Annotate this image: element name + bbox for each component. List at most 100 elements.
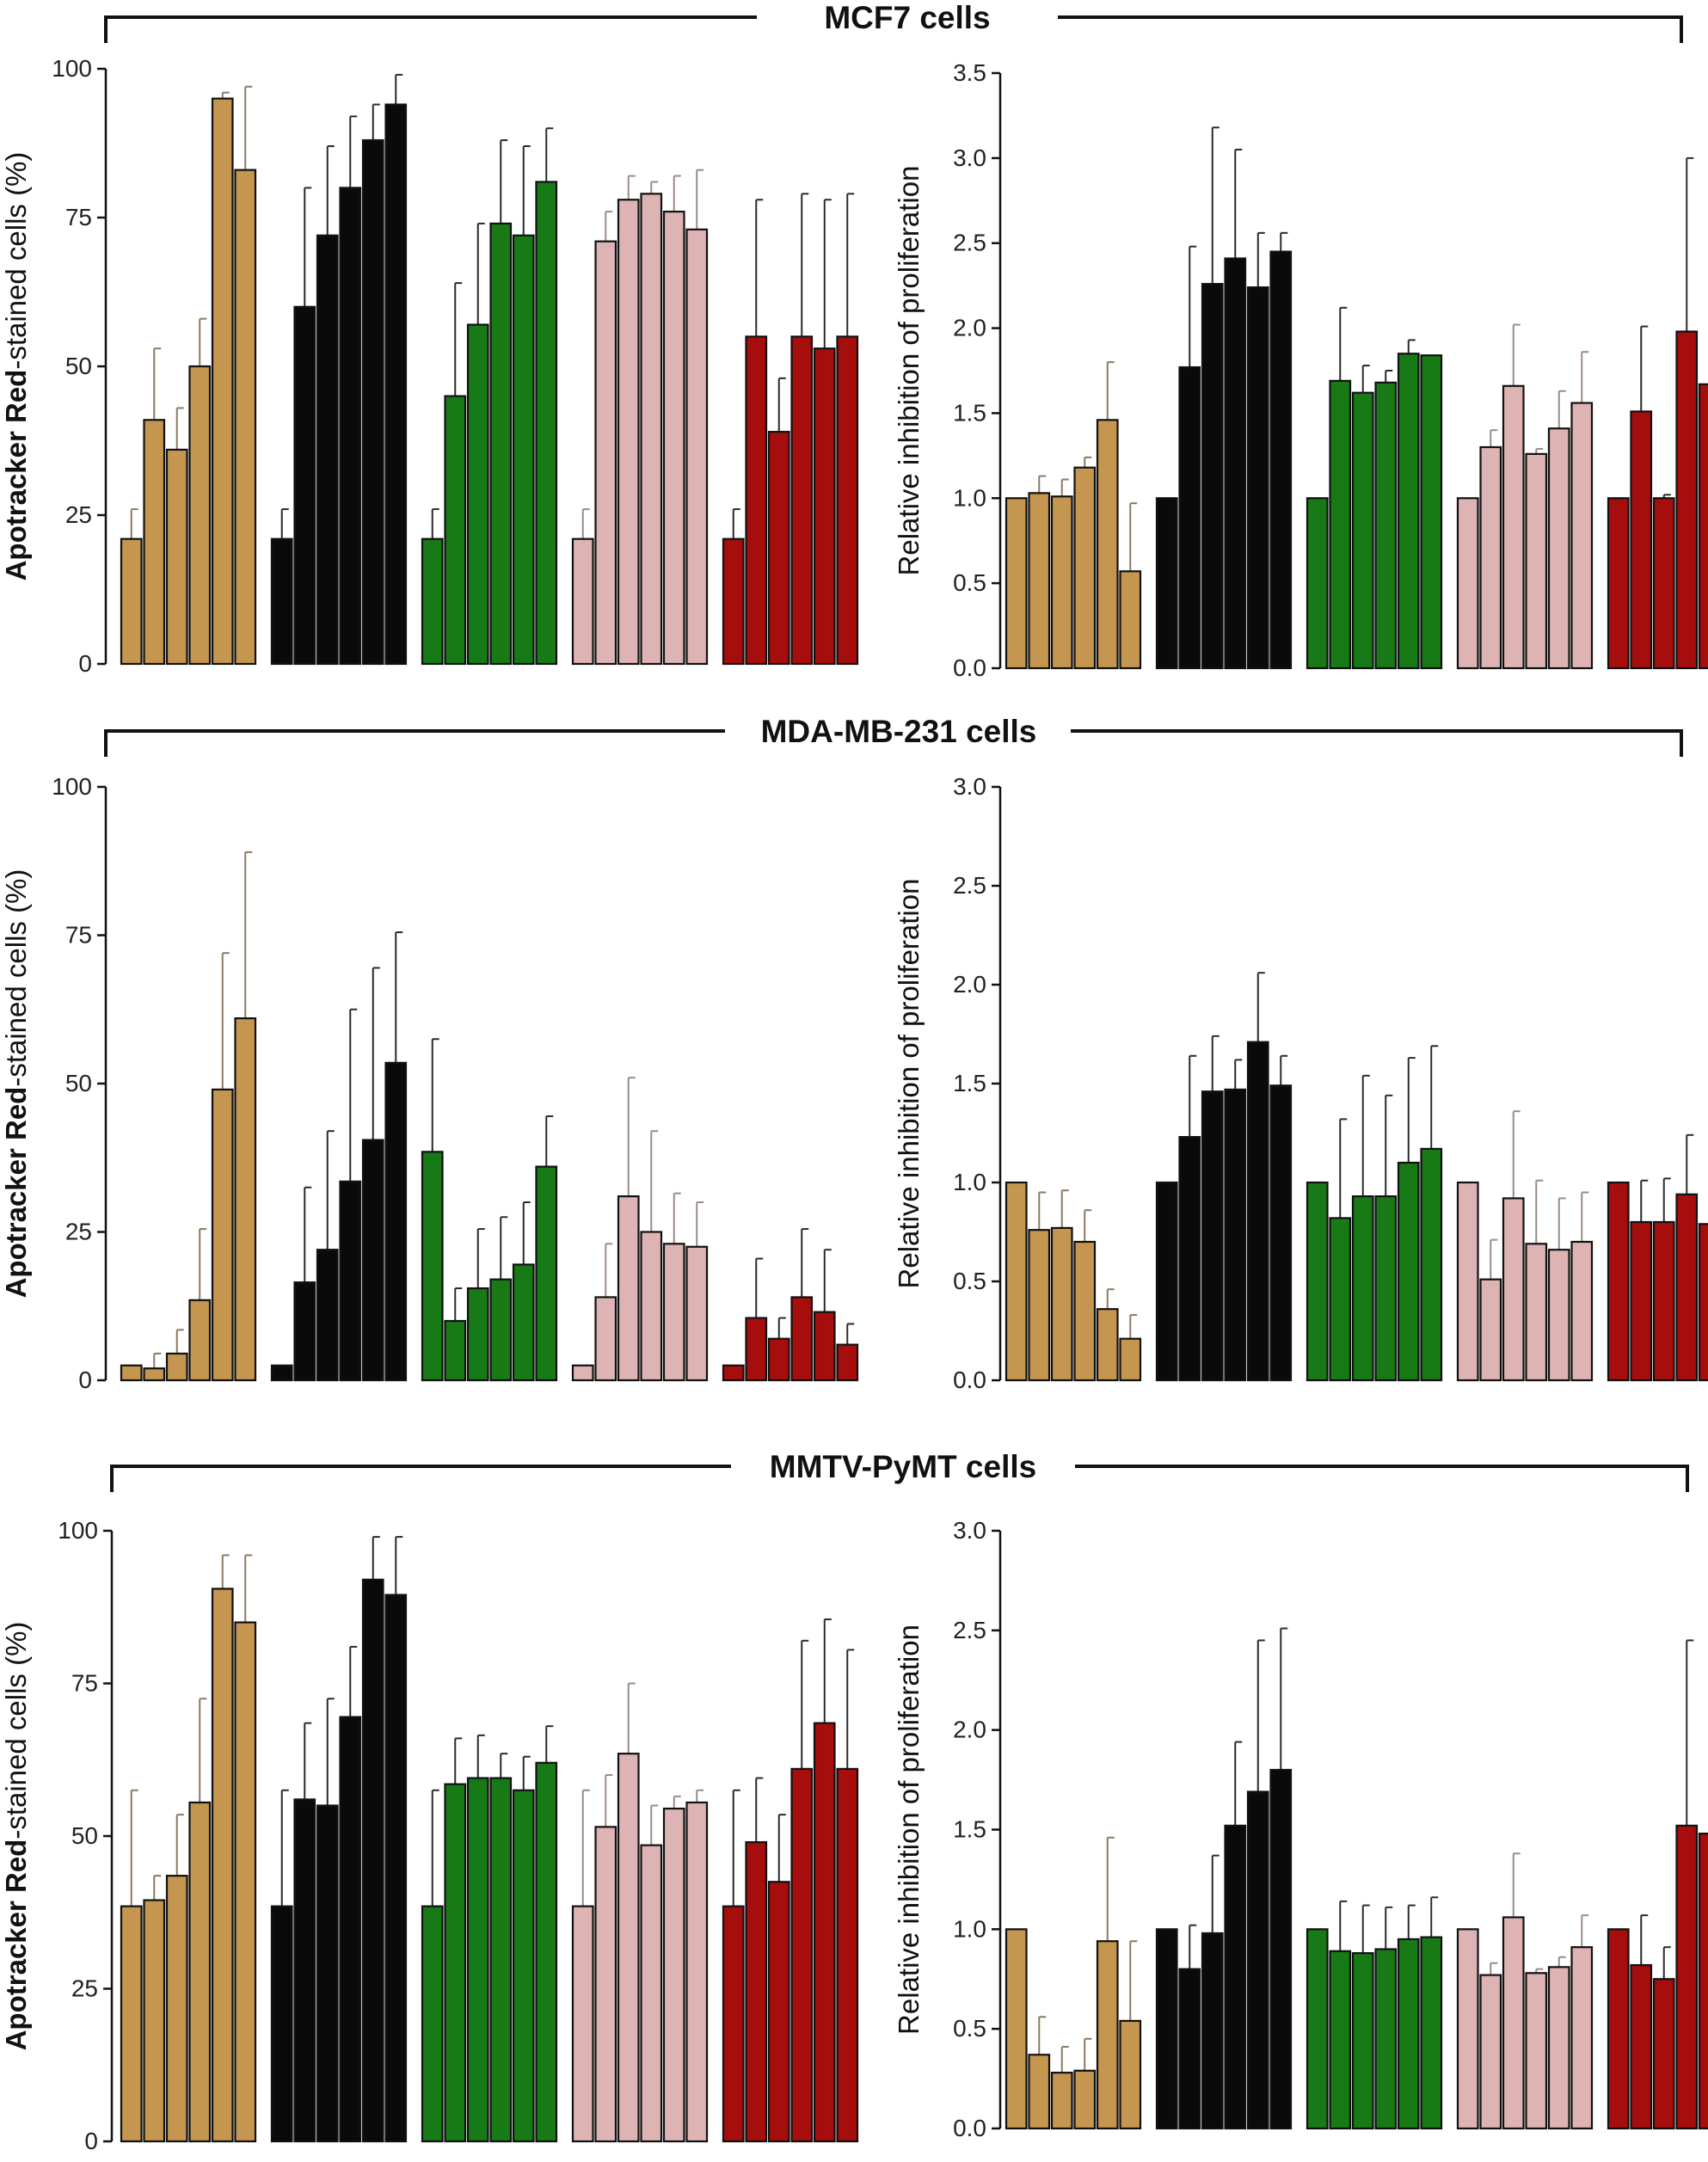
- bar: [339, 1180, 362, 1382]
- y-tick-label: 0: [78, 1367, 92, 1393]
- bar: [722, 537, 745, 666]
- y-tick-label: 100: [58, 1517, 98, 1544]
- bar: [1397, 353, 1420, 670]
- bar: [1675, 330, 1699, 670]
- bar: [339, 187, 362, 666]
- bar: [1607, 497, 1630, 670]
- bar: [617, 199, 640, 666]
- bar: [745, 1841, 768, 2143]
- y-tick-label: 0.5: [953, 1268, 986, 1294]
- bar: [1607, 1928, 1630, 2130]
- bar: [836, 1767, 859, 2143]
- bar: [1525, 1972, 1548, 2130]
- bar: [1329, 1950, 1352, 2130]
- section-title: MDA-MB-231 cells: [761, 714, 1037, 749]
- bar: [1246, 286, 1269, 670]
- bar: [722, 1905, 745, 2143]
- bar: [1224, 1824, 1247, 2130]
- y-tick-label: 1.0: [953, 484, 986, 511]
- bar: [384, 103, 408, 666]
- bar: [640, 193, 663, 666]
- y-tick-label: 1.0: [953, 1169, 986, 1195]
- bar: [1525, 1243, 1548, 1382]
- bar: [1306, 1181, 1329, 1382]
- bar: [512, 234, 535, 666]
- bar: [466, 323, 489, 666]
- bar: [617, 1195, 640, 1382]
- section-bracket-right: [1075, 1465, 1689, 1492]
- bar: [1201, 283, 1224, 670]
- section-title: MMTV-PyMT cells: [770, 1449, 1036, 1484]
- bar: [466, 1287, 489, 1382]
- section-bracket-left: [104, 15, 757, 43]
- bar: [234, 1017, 257, 1382]
- y-axis-title-rest-part: -stained cells (%): [0, 869, 32, 1087]
- y-axis-title: Relative inhibition of proliferation: [893, 166, 925, 576]
- bar: [421, 1905, 444, 2143]
- bar: [1675, 1193, 1699, 1382]
- bar: [662, 1807, 685, 2143]
- bar: [384, 1594, 408, 2143]
- chart-panel: 0 25 50 75 100 Apotracker Red-stained cells (…: [0, 55, 859, 677]
- bar: [361, 138, 384, 666]
- bar: [1652, 497, 1675, 670]
- bar: [662, 1243, 685, 1382]
- y-axis-title-rest-part: -stained cells (%): [0, 152, 32, 370]
- bar: [813, 1722, 836, 2143]
- bar: [745, 1317, 768, 1382]
- bar: [1652, 1220, 1675, 1382]
- y-tick-label: 2.0: [953, 315, 986, 341]
- y-tick-label: 25: [65, 1219, 92, 1245]
- y-tick-label: 50: [71, 1822, 98, 1849]
- bar: [1073, 1240, 1097, 1382]
- bar: [1178, 1135, 1201, 1382]
- bar: [1306, 497, 1329, 670]
- bar: [489, 222, 513, 666]
- bar: [1119, 1337, 1142, 1382]
- bar: [1224, 257, 1247, 670]
- y-tick-label: 75: [65, 204, 92, 230]
- bar: [1607, 1181, 1630, 1382]
- bar: [1329, 1217, 1352, 1382]
- bar: [1420, 354, 1443, 670]
- y-axis-title-bold-part: Apotracker Red: [0, 370, 32, 581]
- y-tick-label: 2.0: [953, 971, 986, 998]
- y-tick-label: 100: [52, 55, 92, 82]
- bar: [1246, 1041, 1269, 1382]
- y-tick-label: 0.0: [953, 1367, 986, 1393]
- bar: [1456, 1928, 1479, 2130]
- bar: [1502, 1197, 1525, 1382]
- bar: [1073, 2069, 1097, 2130]
- bar: [165, 1875, 188, 2143]
- bar: [1119, 2019, 1142, 2130]
- bar: [640, 1844, 663, 2143]
- y-tick-label: 3.0: [953, 144, 986, 171]
- bar: [421, 537, 444, 666]
- chart-panel: 0 25 50 75 100 Apotracker Red-stained cells (…: [0, 1517, 859, 2154]
- section-bracket-right: [1058, 15, 1683, 43]
- y-axis-title-bold-part: Apotracker Red: [0, 1840, 32, 2051]
- bar: [571, 1364, 594, 1382]
- bar: [1547, 427, 1570, 670]
- bar: [685, 1801, 709, 2143]
- y-axis-title: Apotracker Red-stained cells (%): [0, 869, 32, 1299]
- bar: [1698, 1223, 1708, 1382]
- y-tick-label: 0.0: [953, 654, 986, 681]
- bar: [234, 1621, 257, 2143]
- bar: [293, 305, 316, 666]
- bar: [165, 448, 188, 666]
- bar: [293, 1281, 316, 1382]
- bar: [270, 537, 293, 666]
- bar: [1269, 1084, 1293, 1382]
- bar: [1005, 497, 1028, 670]
- bar: [1456, 497, 1479, 670]
- bar: [1028, 1229, 1051, 1382]
- bar: [745, 335, 768, 666]
- bar: [1570, 1946, 1594, 2130]
- y-tick-label: 0: [78, 650, 92, 677]
- y-axis-title: Relative inhibition of proliferation: [893, 1625, 925, 2035]
- bar: [466, 1777, 489, 2143]
- section-bracket-left: [110, 1465, 731, 1492]
